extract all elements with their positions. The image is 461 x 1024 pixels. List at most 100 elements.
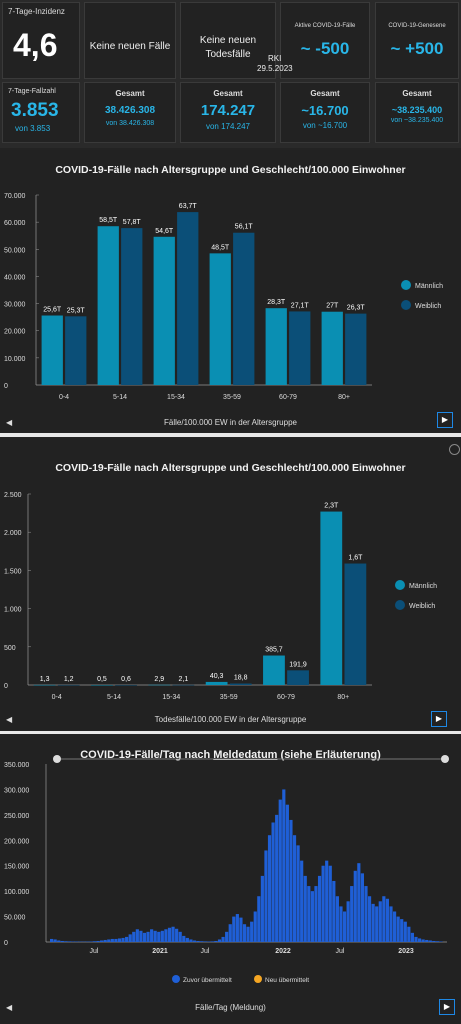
daily-bar <box>428 940 432 942</box>
daily-bar <box>300 860 304 942</box>
daily-bar <box>267 835 272 942</box>
bar-value-label: 18,8 <box>234 675 248 682</box>
daily-bar <box>242 924 247 942</box>
source-label: RKI <box>268 54 282 63</box>
inzidenz-label: 7-Tage-Inzidenz <box>8 7 65 16</box>
bar-value-label: 28,3T <box>267 299 286 306</box>
daily-bar <box>346 901 350 942</box>
legend-label: Weiblich <box>409 603 435 610</box>
meldedatum-link[interactable]: Meldedatum <box>213 749 278 761</box>
legend-label: Zuvor übermittelt <box>183 977 232 984</box>
y-tick-label: 500 <box>4 645 16 652</box>
daily-bar <box>292 835 297 942</box>
daily-bar <box>357 863 361 942</box>
daily-bar <box>314 886 318 942</box>
daily-bar <box>221 936 225 942</box>
chart-panel-daily: COVID-19-Fälle/Tag nach Meldedatum (sieh… <box>0 735 461 1024</box>
range-handle-right[interactable] <box>441 755 449 763</box>
daily-bar <box>332 880 336 942</box>
neue-todesfaelle-line1: Keine neuen <box>199 35 257 46</box>
chart3-next-button[interactable]: ▶ <box>439 999 455 1015</box>
daily-bar <box>192 940 197 942</box>
bar-male <box>91 684 113 686</box>
daily-bar <box>235 914 239 942</box>
legend-swatch <box>401 300 411 310</box>
daily-bar <box>157 931 161 942</box>
legend-label: Neu übermittelt <box>265 977 309 984</box>
gesamt-tf-sub: von 174.247 <box>205 122 251 131</box>
daily-bar <box>239 917 243 942</box>
daily-bar <box>96 940 100 942</box>
daily-bar <box>410 932 415 942</box>
daily-bar <box>64 941 68 942</box>
daily-bar <box>92 941 97 942</box>
gesamt-gen-sub: von ~38.235.400 <box>390 117 444 124</box>
daily-bar <box>139 930 143 942</box>
x-tick-label: 80+ <box>337 694 349 701</box>
neue-todesfaelle-line2: Todesfälle <box>205 49 251 60</box>
daily-bar <box>110 938 114 942</box>
daily-bar <box>285 804 289 942</box>
chart2-prev-button[interactable]: ◀ <box>6 715 13 724</box>
bar-female <box>229 683 252 685</box>
bar-female <box>287 670 309 685</box>
daily-bar <box>246 926 250 942</box>
daily-bar <box>264 850 268 942</box>
chart1-svg: 0 10.000 20.000 30.000 40.000 50.000 60.000 70.… <box>4 193 443 401</box>
daily-bar <box>89 941 93 942</box>
bar-female <box>172 684 195 686</box>
expand-icon[interactable] <box>449 444 460 455</box>
daily-bar <box>160 930 164 942</box>
y-tick-label: 30.000 <box>4 302 26 309</box>
daily-bar <box>414 936 418 942</box>
daily-bar <box>210 941 214 942</box>
gesamt-tf-card: Gesamt 174.247 von 174.247 <box>180 82 276 143</box>
daily-bar <box>107 939 111 942</box>
kpi-dashboard: 7-Tage-Inzidenz 4,6 Keine neuen Fälle Ke… <box>0 0 461 148</box>
bar-male <box>97 226 119 385</box>
y-tick-label: 150.000 <box>4 864 29 871</box>
range-handle-left[interactable] <box>53 755 61 763</box>
daily-bar <box>217 939 222 942</box>
x-tick-label: 60-79 <box>277 694 295 701</box>
daily-bar <box>146 931 150 942</box>
chart3-title-pre: COVID-19-Fälle/Tag nach <box>80 749 214 761</box>
daily-bar <box>282 789 286 942</box>
bar-value-label: 25,6T <box>43 307 62 314</box>
y-tick-label: 1.000 <box>4 607 22 614</box>
daily-bar <box>417 938 422 942</box>
x-tick-label: 15-34 <box>162 694 180 701</box>
bar-value-label: 385,7 <box>265 647 283 654</box>
x-tick-label: 2023 <box>398 948 414 955</box>
bar-male <box>148 684 171 686</box>
chart1-next-button[interactable]: ▶ <box>437 412 453 428</box>
chart-panel-todesfaelle: COVID-19-Fälle nach Altersgruppe und Ges… <box>0 438 461 730</box>
chart1-prev-button[interactable]: ◀ <box>6 418 13 427</box>
panel-divider <box>0 433 461 437</box>
bar-value-label: 1,6T <box>348 555 363 562</box>
fallzahl-sub: von 3.853 <box>15 124 51 133</box>
legend-label: Männlich <box>415 283 443 290</box>
daily-bar <box>253 911 257 942</box>
chart1-title: COVID-19-Fälle nach Altersgruppe und Ges… <box>55 164 406 176</box>
bar-value-label: 40,3 <box>210 673 224 680</box>
daily-bar <box>364 886 368 942</box>
bar-female <box>177 212 199 385</box>
daily-bar <box>142 932 147 942</box>
chart3-prev-button[interactable]: ◀ <box>6 1003 13 1012</box>
fallzahl-label: 7-Tage-Fallzahl <box>8 88 56 95</box>
legend-swatch <box>395 580 405 590</box>
daily-bar <box>321 865 325 942</box>
bar-value-label: 57,8T <box>123 219 142 226</box>
y-tick-label: 10.000 <box>4 356 26 363</box>
daily-bar <box>371 903 375 942</box>
daily-bar <box>67 941 72 942</box>
chart2-next-button[interactable]: ▶ <box>431 711 447 727</box>
y-tick-label: 2.500 <box>4 492 22 499</box>
daily-bar <box>385 898 390 942</box>
bar-value-label: 1,2 <box>64 676 74 683</box>
x-tick-label: 60-79 <box>279 394 297 401</box>
daily-bar <box>171 926 175 942</box>
y-tick-label: 70.000 <box>4 193 26 200</box>
bar-female <box>345 313 367 385</box>
